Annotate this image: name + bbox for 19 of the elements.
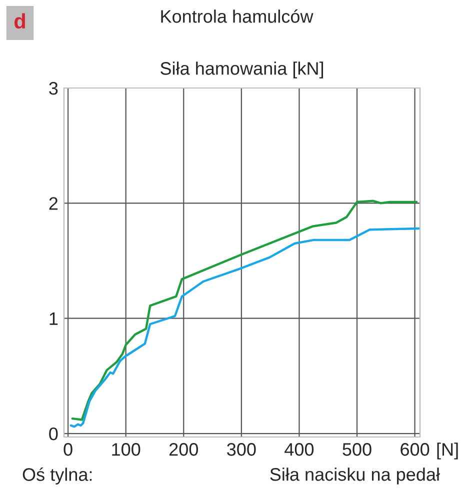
x-tick-label: 600 <box>400 443 430 456</box>
x-tick-label: 300 <box>227 443 256 456</box>
line-series <box>70 227 420 428</box>
x-tick-label: 400 <box>284 443 314 456</box>
x-axis-title: Siła nacisku na pedał <box>270 468 440 484</box>
x-tick-label: 0 <box>64 443 72 456</box>
y-axis-title: Siła hamowania [kN] <box>160 62 324 78</box>
text: [N] <box>437 442 458 460</box>
y-tick-label: 0 <box>49 427 58 440</box>
text: d <box>14 13 25 29</box>
y-tick-label: 1 <box>50 312 58 325</box>
chart-title: Kontrola hamulców <box>161 9 314 23</box>
y-tick-label: 3 <box>49 82 58 95</box>
x-tick-label: 100 <box>112 443 140 456</box>
line-series <box>71 200 418 421</box>
text: Oś tylna: <box>22 467 92 485</box>
x-tick-label: 200 <box>169 443 198 456</box>
x-tick-label: 500 <box>342 443 372 456</box>
y-tick-label: 2 <box>49 197 58 210</box>
